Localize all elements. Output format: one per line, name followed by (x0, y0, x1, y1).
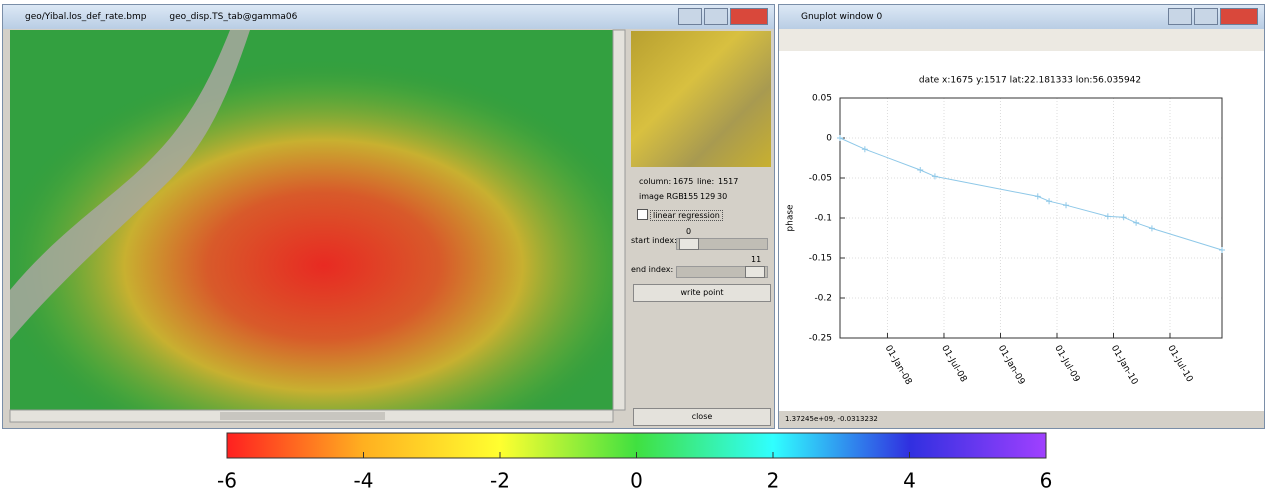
y-tick-label: -0.15 (809, 254, 832, 264)
data-point (837, 135, 843, 141)
colorbar-tick-label: 4 (903, 469, 916, 493)
y-axis-label: phase (786, 204, 796, 232)
overlay: date x:1675 y:1517 lat:22.181333 lon:56.… (0, 0, 1267, 498)
y-tick-label: 0 (826, 134, 832, 144)
y-tick-label: -0.05 (809, 174, 832, 184)
colorbar-tick-label: -2 (490, 469, 510, 493)
x-tick-label: 01-Jul-10 (1165, 344, 1194, 385)
colorbar-tick-label: -6 (217, 469, 237, 493)
y-tick-label: -0.2 (814, 294, 832, 304)
data-point (1046, 198, 1052, 204)
chart-title: date x:1675 y:1517 lat:22.181333 lon:56.… (919, 76, 1141, 86)
colorbar-tick-label: -4 (354, 469, 374, 493)
x-tick-label: 01-Jul-08 (939, 344, 968, 385)
data-point (1133, 220, 1139, 226)
colorbar-tick-label: 6 (1040, 469, 1053, 493)
x-tick-label: 01-Jan-09 (996, 344, 1027, 387)
colorbar-tick-label: 0 (630, 469, 643, 493)
x-tick-label: 01-Jan-10 (1109, 344, 1140, 387)
chart: date x:1675 y:1517 lat:22.181333 lon:56.… (786, 76, 1226, 387)
data-point (1035, 193, 1041, 199)
x-tick-label: 01-Jul-09 (1052, 344, 1081, 385)
colorbar-tick-label: 2 (767, 469, 780, 493)
y-tick-label: -0.25 (809, 334, 832, 344)
data-line (840, 138, 1222, 250)
y-tick-label: -0.1 (814, 214, 832, 224)
data-point (862, 146, 868, 152)
data-point (1063, 202, 1069, 208)
y-tick-label: 0.05 (812, 94, 832, 104)
data-point (932, 173, 938, 179)
scroll-thumb[interactable] (220, 412, 385, 420)
data-point (1105, 213, 1111, 219)
v-scrollbar[interactable] (613, 30, 625, 410)
data-point (1149, 225, 1155, 231)
x-tick-label: 01-Jan-08 (883, 344, 914, 387)
data-point (1121, 214, 1127, 220)
data-point (1219, 247, 1225, 253)
data-point (917, 167, 923, 173)
page: geo/Yibal.los_def_rate.bmp geo_disp.TS_t… (0, 0, 1267, 498)
